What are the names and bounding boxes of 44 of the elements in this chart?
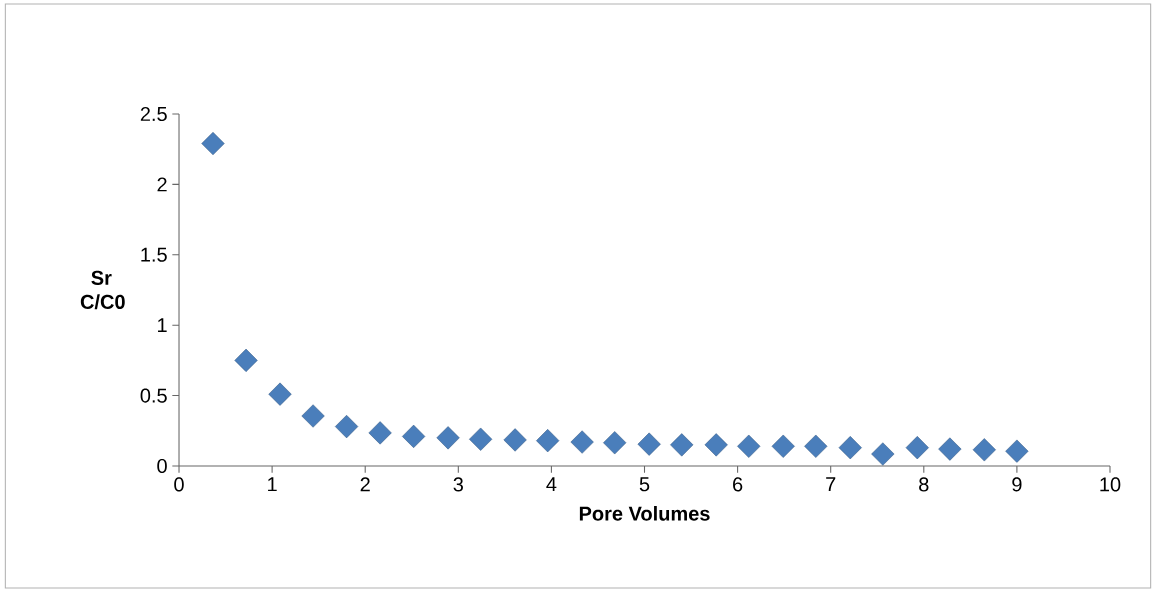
point (335, 414, 359, 439)
x-tick-label: 2 (360, 477, 370, 492)
point (570, 430, 594, 454)
y-tick-label: 0 (157, 458, 167, 474)
x-tick-label: 4 (546, 477, 557, 492)
point (469, 427, 493, 451)
point (838, 436, 862, 460)
point (234, 348, 258, 372)
x-tick-label: 0 (174, 477, 184, 492)
y-axis-title: Sr C/C0 (80, 270, 125, 310)
x-tick-label: 9 (1012, 477, 1022, 492)
point (603, 431, 627, 455)
point (637, 432, 661, 456)
point (436, 426, 460, 450)
y-tick-label: 2.5 (140, 106, 167, 122)
y-tick-label: 1.5 (141, 247, 167, 262)
point (938, 437, 962, 461)
x-tick-label: 5 (639, 477, 650, 492)
x-tick-label: 10 (1100, 477, 1121, 492)
y-tick-label: 0.5 (140, 388, 167, 403)
point (804, 434, 828, 458)
point (905, 436, 929, 460)
point (503, 428, 527, 452)
point (368, 421, 392, 445)
point (771, 434, 795, 458)
point (301, 404, 325, 428)
x-tick-label: 3 (453, 477, 463, 492)
y-tick-label: 1 (158, 318, 167, 333)
point (972, 438, 996, 462)
point (402, 424, 426, 448)
y-tick-label: 2 (157, 177, 167, 192)
x-tick-label: 7 (826, 477, 836, 492)
x-tick-label: 8 (919, 477, 929, 492)
point (704, 433, 728, 457)
point (536, 429, 560, 453)
point (670, 433, 694, 457)
point (737, 434, 761, 458)
point (871, 442, 895, 466)
point (201, 131, 225, 156)
point (268, 382, 292, 406)
x-tick-label: 6 (733, 477, 743, 492)
point (1005, 439, 1029, 463)
x-axis-title: Pore Volumes (579, 506, 710, 521)
x-tick-label: 1 (268, 477, 277, 492)
